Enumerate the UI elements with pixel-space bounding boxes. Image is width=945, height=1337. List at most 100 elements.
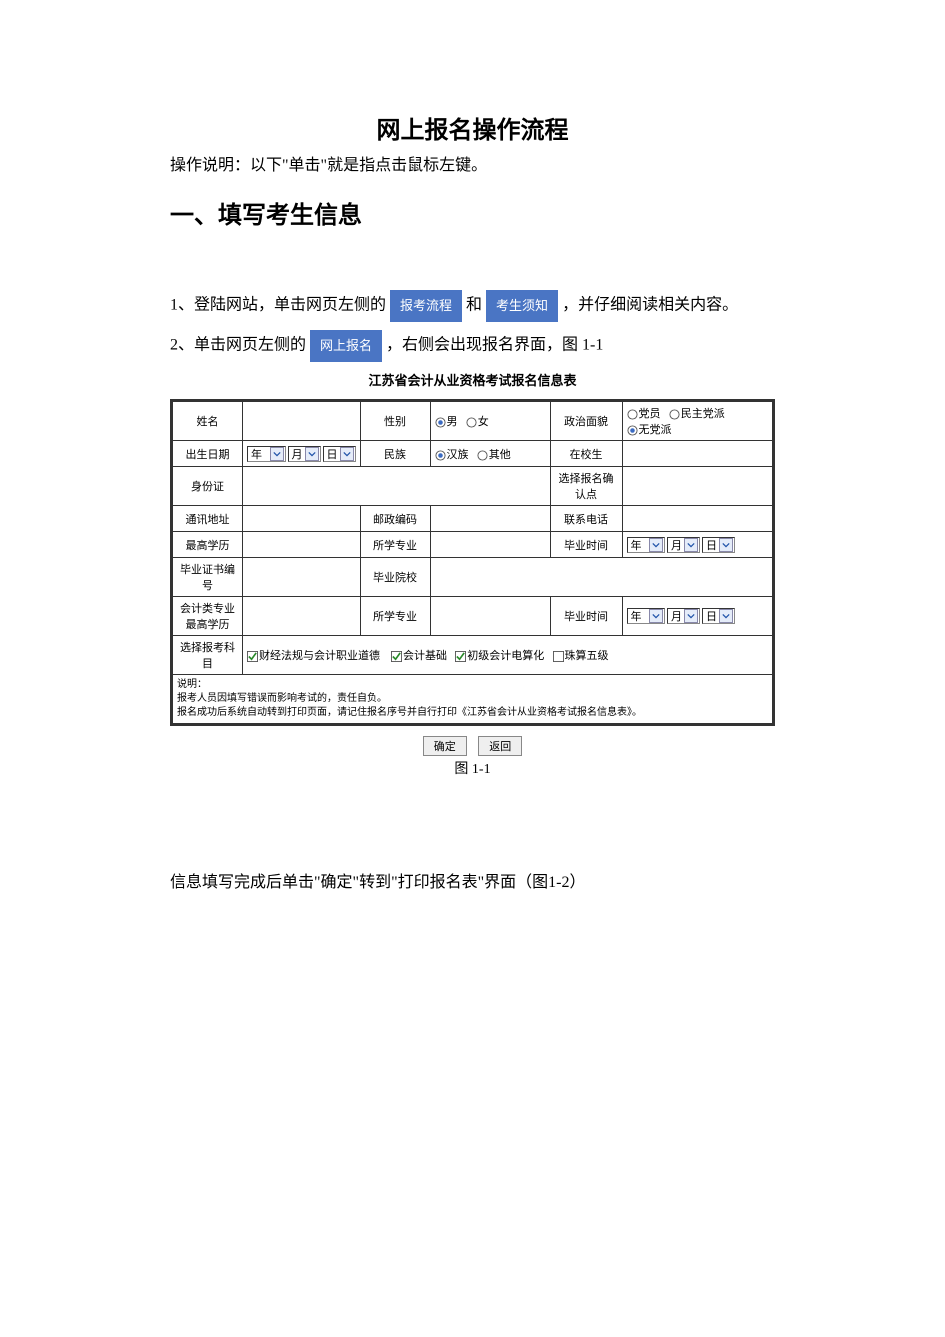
note-line-2: 报名成功后系统自动转到打印页面，请记住报名序号并自行打印《江苏省会计从业资格考试… xyxy=(177,707,642,718)
signup-form: 姓名 性别 男 女 政治面貌 党员 民主党派 无党派 xyxy=(170,399,775,726)
subject-3-label: 初级会计电算化 xyxy=(467,650,544,662)
dob-day-select[interactable]: 日 xyxy=(323,446,356,462)
exam-process-button[interactable]: 报考流程 xyxy=(390,290,462,322)
radio-male[interactable] xyxy=(435,416,446,428)
input-postcode[interactable] xyxy=(430,506,550,532)
input-subjects: 财经法规与会计职业道德 会计基础 初级会计电算化 珠算五级 xyxy=(243,636,773,675)
year-label: 年 xyxy=(631,537,642,553)
grad2-day-select[interactable]: 日 xyxy=(702,608,735,624)
radio-han[interactable] xyxy=(435,449,446,461)
input-phone[interactable] xyxy=(622,506,773,532)
label-gender: 性别 xyxy=(360,402,430,441)
dob-month-select[interactable]: 月 xyxy=(288,446,321,462)
checkbox-subject-1[interactable] xyxy=(247,650,258,662)
exam-notice-button[interactable]: 考生须知 xyxy=(486,290,558,322)
step1-prefix: 1、登陆网站，单击网页左侧的 xyxy=(170,297,386,314)
online-signup-button[interactable]: 网上报名 xyxy=(310,330,382,362)
opt-other-eth: 其他 xyxy=(489,449,511,461)
label-cert-no: 毕业证书编号 xyxy=(173,558,243,597)
opt-none: 无党派 xyxy=(639,424,672,436)
label-select-subjects: 选择报考科目 xyxy=(173,636,243,675)
opt-democratic: 民主党派 xyxy=(681,408,725,420)
explain-line: 操作说明：以下"单击"就是指点击鼠标左键。 xyxy=(170,151,775,175)
grad2-year-select[interactable]: 年 xyxy=(627,608,666,624)
label-grad-time2: 毕业时间 xyxy=(550,597,622,636)
input-ethnicity: 汉族 其他 xyxy=(430,441,550,467)
input-inschool[interactable] xyxy=(622,441,773,467)
grad1-month-select[interactable]: 月 xyxy=(667,537,700,553)
label-ethnicity: 民族 xyxy=(360,441,430,467)
label-grad-school: 毕业院校 xyxy=(360,558,430,597)
label-grad-time: 毕业时间 xyxy=(550,532,622,558)
input-major2[interactable] xyxy=(430,597,550,636)
opt-male: 男 xyxy=(447,416,458,428)
grad1-day-select[interactable]: 日 xyxy=(702,537,735,553)
doc-title: 网上报名操作流程 xyxy=(170,110,775,145)
radio-female[interactable] xyxy=(466,416,477,428)
input-highest-edu[interactable] xyxy=(243,532,361,558)
input-id[interactable] xyxy=(243,467,551,506)
opt-party: 党员 xyxy=(639,408,661,420)
input-grad-time2[interactable]: 年 月 日 xyxy=(622,597,773,636)
ok-button[interactable]: 确定 xyxy=(423,736,467,756)
checkbox-subject-3[interactable] xyxy=(455,650,466,662)
dob-year-select[interactable]: 年 xyxy=(247,446,286,462)
subject-2-label: 会计基础 xyxy=(403,650,447,662)
input-acc-highest-edu[interactable] xyxy=(243,597,361,636)
figure-caption: 图 1-1 xyxy=(170,758,775,778)
step2-suffix: ，右侧会出现报名界面，图 1-1 xyxy=(386,337,603,354)
input-gender: 男 女 xyxy=(430,402,550,441)
label-phone: 联系电话 xyxy=(550,506,622,532)
input-address[interactable] xyxy=(243,506,361,532)
input-politics: 党员 民主党派 无党派 xyxy=(622,402,773,441)
input-grad-school[interactable] xyxy=(430,558,773,597)
month-label: 月 xyxy=(292,446,303,462)
grad1-year-select[interactable]: 年 xyxy=(627,537,666,553)
step-1: 1、登陆网站，单击网页左侧的 报考流程 和 考生须知 ，并仔细阅读相关内容。 xyxy=(170,290,775,322)
label-postcode: 邮政编码 xyxy=(360,506,430,532)
chevron-down-icon xyxy=(684,538,698,552)
grad2-month-select[interactable]: 月 xyxy=(667,608,700,624)
radio-other-eth[interactable] xyxy=(477,449,488,461)
checkbox-subject-4[interactable] xyxy=(553,650,564,662)
label-address: 通讯地址 xyxy=(173,506,243,532)
day-label: 日 xyxy=(327,446,338,462)
radio-democratic[interactable] xyxy=(669,408,680,420)
label-major2: 所学专业 xyxy=(360,597,430,636)
radio-party[interactable] xyxy=(627,408,638,420)
year-label: 年 xyxy=(631,608,642,624)
input-dob[interactable]: 年 月 日 xyxy=(243,441,361,467)
input-confirm-point[interactable] xyxy=(622,467,773,506)
step1-suffix: ，并仔细阅读相关内容。 xyxy=(562,297,738,314)
label-major: 所学专业 xyxy=(360,532,430,558)
label-name: 姓名 xyxy=(173,402,243,441)
label-confirm-point: 选择报名确认点 xyxy=(550,467,622,506)
opt-han: 汉族 xyxy=(447,449,469,461)
back-button[interactable]: 返回 xyxy=(478,736,522,756)
day-label: 日 xyxy=(706,537,717,553)
input-cert-no[interactable] xyxy=(243,558,361,597)
chevron-down-icon xyxy=(270,447,284,461)
step-2: 2、单击网页左侧的 网上报名 ，右侧会出现报名界面，图 1-1 xyxy=(170,330,775,362)
chevron-down-icon xyxy=(340,447,354,461)
day-label: 日 xyxy=(706,608,717,624)
label-acc-highest-edu: 会计类专业最高学历 xyxy=(173,597,243,636)
input-name[interactable] xyxy=(243,402,361,441)
form-button-row: 确定 返回 xyxy=(170,736,775,756)
input-major[interactable] xyxy=(430,532,550,558)
form-notes: 说明： 报考人员因填写错误而影响考试的，责任自负。 报名成功后系统自动转到打印页… xyxy=(173,675,773,724)
step2-prefix: 2、单击网页左侧的 xyxy=(170,337,306,354)
section-heading: 一、填写考生信息 xyxy=(170,195,775,230)
checkbox-subject-2[interactable] xyxy=(391,650,402,662)
note-line-1: 报考人员因填写错误而影响考试的，责任自负。 xyxy=(177,693,387,704)
input-grad-time[interactable]: 年 月 日 xyxy=(622,532,773,558)
chevron-down-icon xyxy=(305,447,319,461)
label-inschool: 在校生 xyxy=(550,441,622,467)
after-text: 信息填写完成后单击"确定"转到"打印报名表"界面（图1-2） xyxy=(170,868,775,892)
chevron-down-icon xyxy=(649,538,663,552)
radio-none[interactable] xyxy=(627,424,638,436)
subject-4-label: 珠算五级 xyxy=(565,650,609,662)
label-politics: 政治面貌 xyxy=(550,402,622,441)
year-label: 年 xyxy=(251,446,262,462)
subject-1-label: 财经法规与会计职业道德 xyxy=(259,650,380,662)
